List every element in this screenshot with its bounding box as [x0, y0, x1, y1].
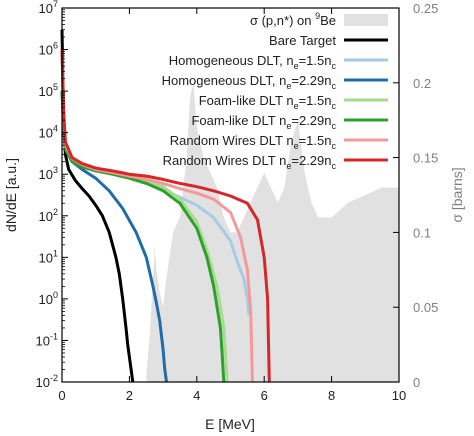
legend-label-6: Random Wires DLT ne=1.5nc — [170, 133, 337, 151]
y-tick-label: 104 — [39, 124, 58, 141]
legend-label-cross-section: σ (p,n*) on 9Be — [250, 11, 336, 28]
y-tick-label: 103 — [39, 165, 58, 182]
plot-frame — [61, 7, 400, 383]
y2-axis-label: σ [barns] — [449, 167, 465, 222]
cross-section-layer — [146, 82, 399, 383]
y-tick-label: 102 — [39, 207, 58, 224]
legend-swatch-cross-section — [344, 14, 388, 26]
x-tick-label: 0 — [58, 388, 65, 403]
y2-tick-label: 0.05 — [413, 300, 438, 315]
legend-label-4: Foam-like DLT ne=1.5nc — [199, 93, 337, 111]
y2-tick-label: 0.15 — [413, 151, 438, 166]
series-line-7 — [60, 49, 271, 383]
x-tick-label: 2 — [126, 388, 133, 403]
legend-label-3: Homogeneous DLT, ne=2.29nc — [162, 73, 337, 91]
y2-tick-label: 0.2 — [413, 76, 431, 91]
cross-section-area — [146, 82, 399, 383]
legend: σ (p,n*) on 9Be Bare Target Homogeneous DL… — [162, 11, 388, 171]
series-layer — [60, 29, 271, 383]
y2-tick-label: 0 — [413, 375, 420, 390]
series-line-5 — [60, 91, 226, 383]
legend-label-1: Bare Target — [269, 33, 336, 48]
x-tick-label: 10 — [392, 388, 406, 403]
y-tick-label: 100 — [39, 290, 58, 307]
y-axis-label: dN/dE [a.u.] — [3, 158, 19, 232]
x-tick-label: 8 — [328, 388, 335, 403]
y-tick-label: 105 — [39, 82, 58, 99]
x-axis-label: E [MeV] — [205, 416, 255, 432]
y-tick-label: 10-1 — [36, 331, 58, 348]
y-tick-label: 10-2 — [36, 373, 58, 390]
series-line-1 — [60, 29, 135, 383]
x-tick-label: 4 — [193, 388, 200, 403]
legend-label-7: Random Wires DLT ne=2.29nc — [163, 153, 337, 171]
tick-layer: 0 2 4 6 8 10 10-2 10-1 100 101 102 103 104 105 106 107 0… — [36, 0, 439, 403]
legend-label-2: Homogeneous DLT, ne=1.5nc — [169, 53, 337, 71]
legend-label-5: Foam-like DLT ne=2.29nc — [191, 113, 336, 131]
y-tick-label: 101 — [39, 248, 58, 265]
y-tick-label: 107 — [39, 0, 58, 16]
x-tick-label: 6 — [261, 388, 268, 403]
y-tick-label: 106 — [39, 41, 58, 58]
y2-tick-label: 0.25 — [413, 1, 438, 16]
y2-tick-label: 0.1 — [413, 225, 431, 240]
